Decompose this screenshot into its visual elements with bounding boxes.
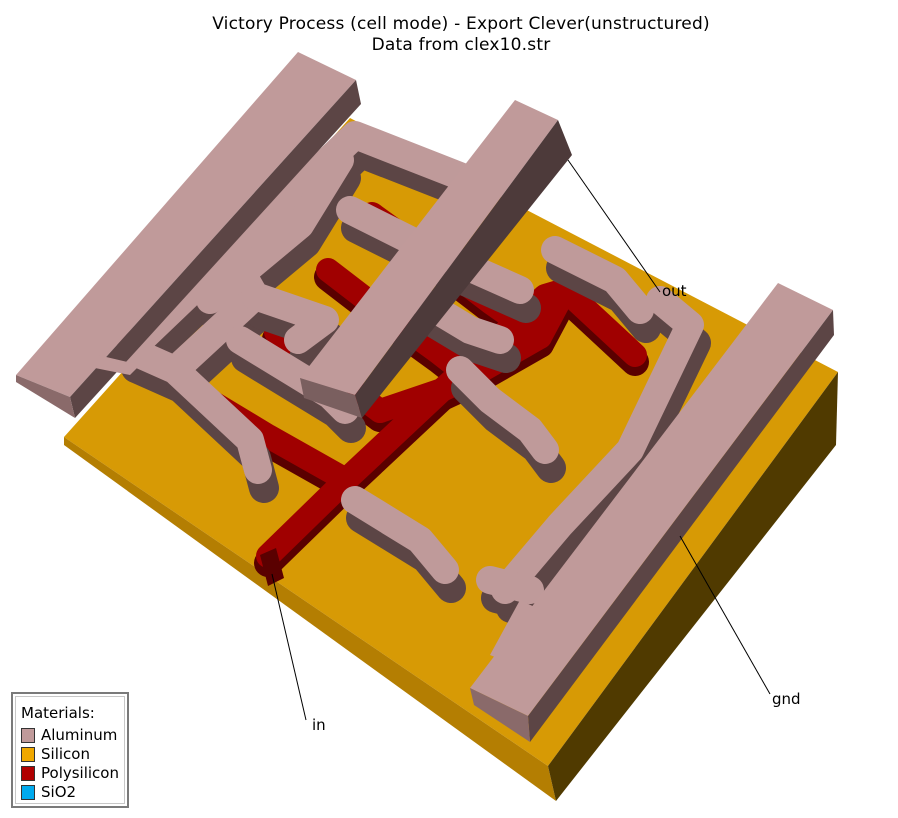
- legend-item-polysilicon: Polysilicon: [21, 764, 119, 782]
- aluminum-rail-left: [16, 52, 361, 418]
- label-leaders: [271, 159, 771, 721]
- legend-swatch: [21, 727, 35, 743]
- chart-title: Victory Process (cell mode) - Export Cle…: [212, 14, 710, 34]
- legend-swatch: [21, 784, 35, 800]
- label-out: out: [662, 282, 687, 300]
- legend-label: Aluminum: [41, 726, 118, 744]
- legend-item-sio2: SiO2: [21, 783, 76, 801]
- legend-title: Materials:: [21, 704, 95, 722]
- label-in: in: [312, 716, 326, 734]
- aluminum-rail-gnd: [470, 283, 834, 742]
- legend-item-silicon: Silicon: [21, 745, 90, 763]
- legend-label: Polysilicon: [41, 764, 119, 782]
- legend-label: Silicon: [41, 745, 90, 763]
- materials-legend: Materials: Aluminum Silicon Polysilicon …: [11, 692, 129, 808]
- legend-swatch: [21, 746, 35, 762]
- aluminum-rail-out: [300, 100, 572, 418]
- legend-swatch: [21, 765, 35, 781]
- legend-item-aluminum: Aluminum: [21, 726, 117, 744]
- legend-label: SiO2: [41, 783, 77, 801]
- label-gnd: gnd: [772, 690, 801, 708]
- chart-subtitle: Data from clex10.str: [371, 35, 551, 55]
